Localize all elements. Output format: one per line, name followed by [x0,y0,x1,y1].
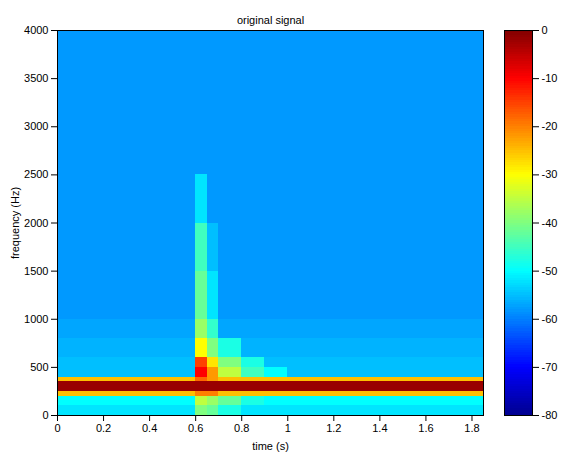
svg-text:3000: 3000 [24,120,48,132]
svg-text:-20: -20 [542,120,558,132]
svg-text:-10: -10 [542,72,558,84]
svg-text:0.8: 0.8 [234,422,249,434]
svg-text:500: 500 [30,361,48,373]
svg-text:-40: -40 [542,217,558,229]
svg-text:1500: 1500 [24,265,48,277]
svg-text:-60: -60 [542,313,558,325]
svg-text:0: 0 [54,422,60,434]
svg-text:4000: 4000 [24,24,48,36]
svg-text:0.6: 0.6 [188,422,203,434]
svg-text:-50: -50 [542,265,558,277]
svg-text:2500: 2500 [24,168,48,180]
svg-text:3500: 3500 [24,72,48,84]
svg-text:0.4: 0.4 [142,422,157,434]
svg-text:0: 0 [42,409,48,421]
svg-text:1.2: 1.2 [326,422,341,434]
svg-text:frequency (Hz): frequency (Hz) [9,187,21,259]
svg-text:original signal: original signal [237,14,304,26]
svg-text:1.4: 1.4 [372,422,387,434]
svg-text:1: 1 [285,422,291,434]
svg-text:time (s): time (s) [252,440,289,452]
svg-text:0: 0 [542,24,548,36]
svg-text:-30: -30 [542,168,558,180]
svg-text:1.6: 1.6 [418,422,433,434]
svg-text:-80: -80 [542,409,558,421]
svg-text:2000: 2000 [24,217,48,229]
svg-text:1.8: 1.8 [464,422,479,434]
svg-text:1000: 1000 [24,313,48,325]
svg-text:-70: -70 [542,361,558,373]
svg-text:0.2: 0.2 [96,422,111,434]
